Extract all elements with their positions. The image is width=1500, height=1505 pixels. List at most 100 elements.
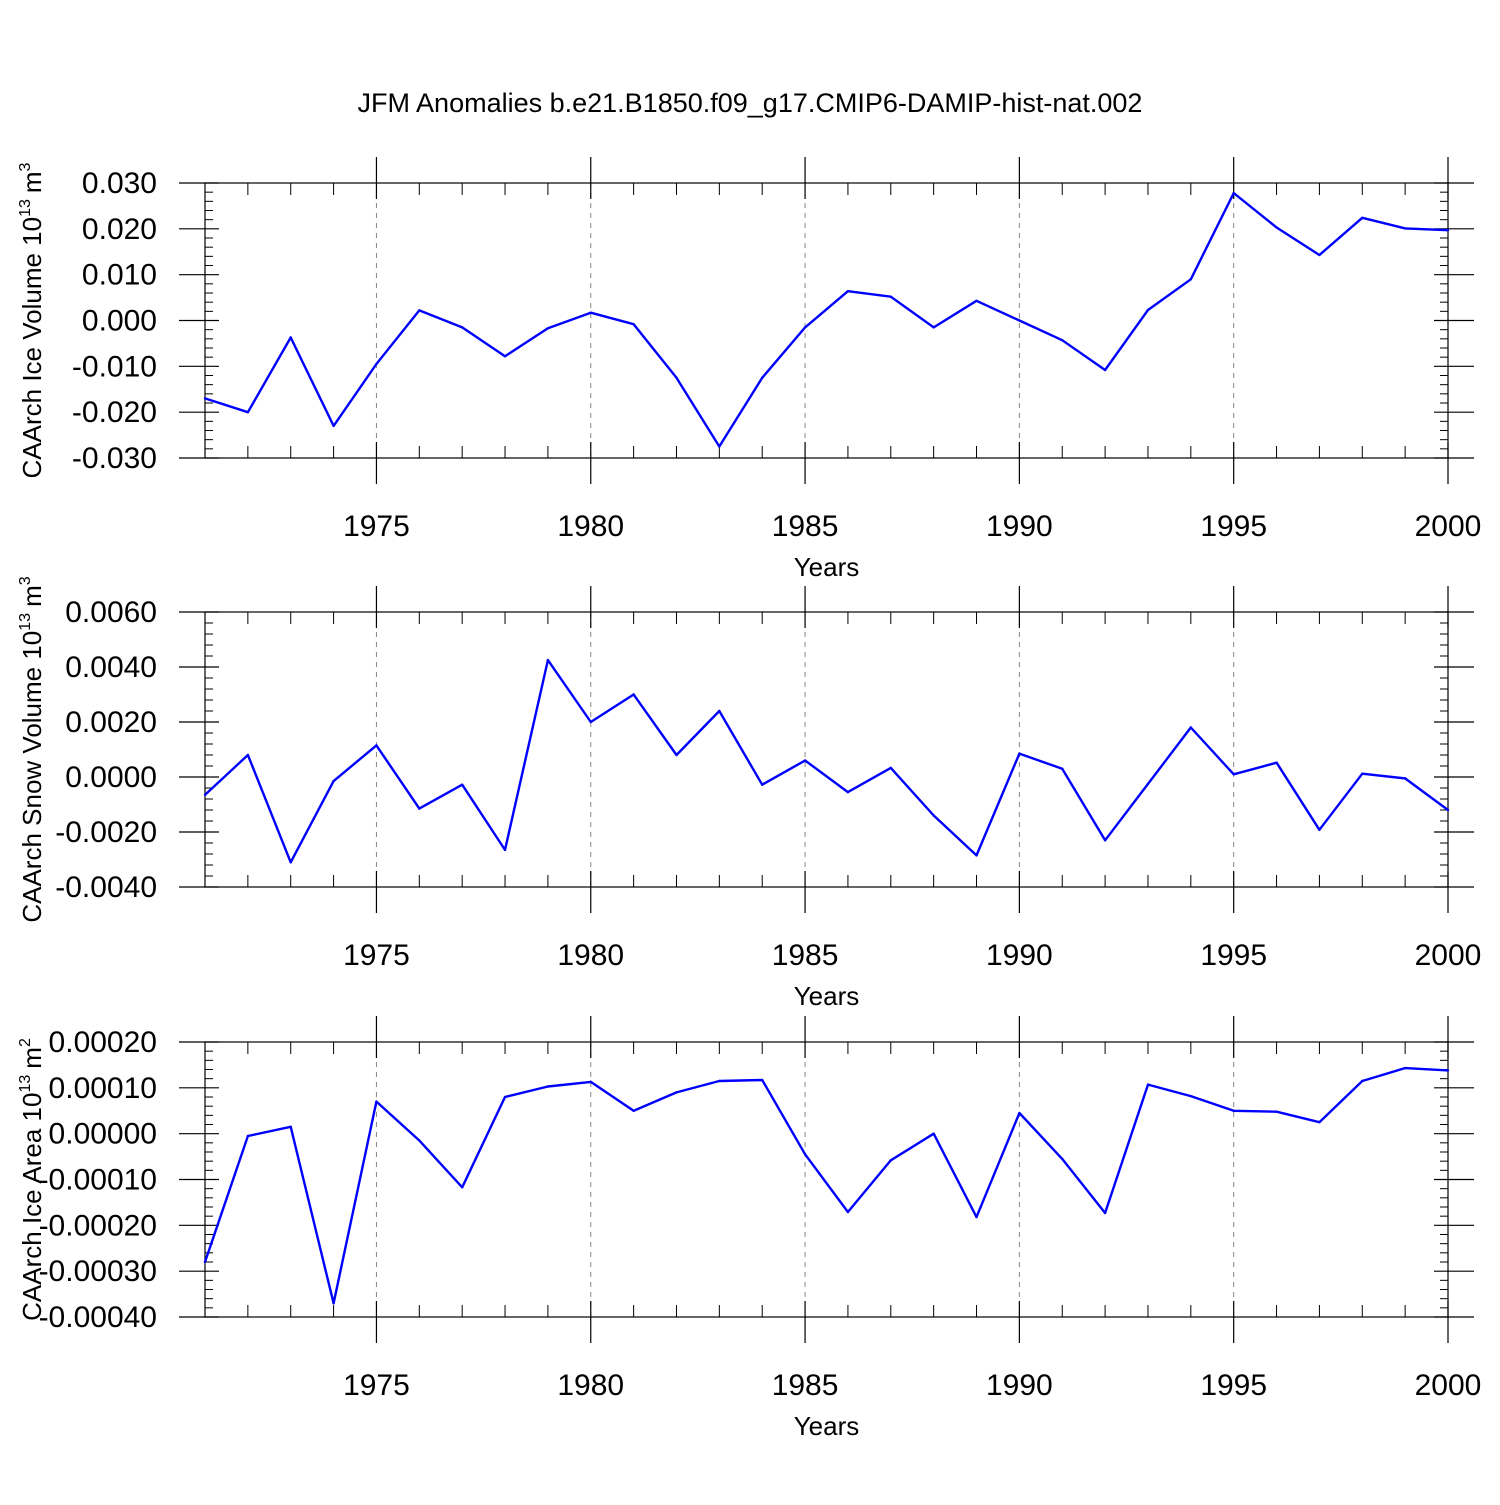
data-point	[460, 783, 464, 786]
data-point	[1403, 1066, 1407, 1070]
data-point	[503, 1095, 507, 1099]
data-point	[203, 793, 207, 797]
x-tick-label: 1990	[986, 1369, 1053, 1402]
y-tick-label: 0.0040	[65, 651, 157, 684]
y-axis-label-unit: m	[17, 171, 47, 193]
data-point	[1189, 278, 1193, 281]
y-axis-label-text: CAArch Ice Area 10	[17, 1093, 47, 1321]
data-point	[460, 326, 464, 329]
data-point	[889, 1159, 892, 1162]
data-point	[1061, 1157, 1064, 1161]
data-point	[1061, 339, 1064, 342]
data-point	[1361, 1079, 1364, 1083]
y-axis-label-unit-exponent: 3	[17, 576, 34, 585]
panel-snow-volume: -0.0040 -0.0020 0.0000 0.0020 0.0040 0.0060 19…	[17, 576, 1481, 1011]
data-point	[418, 807, 421, 810]
y-tick-label: 0.000	[82, 305, 157, 338]
data-point	[975, 299, 978, 302]
data-point	[1361, 772, 1364, 775]
y-axis-label-exponent: 13	[17, 199, 34, 217]
y-axis-label-unit-exponent: 2	[17, 1038, 34, 1047]
data-point	[975, 854, 978, 857]
x-tick-label: 1995	[1200, 939, 1267, 972]
y-tick-label: 0.0060	[65, 596, 157, 629]
y-axis-label-text: CAArch Snow Volume 10	[17, 631, 47, 923]
data-point	[932, 326, 935, 329]
plot-frame	[204, 611, 1449, 888]
data-point	[375, 1100, 378, 1103]
y-tick-label: 0.010	[82, 259, 157, 292]
y-axis-label-exponent: 13	[17, 613, 34, 631]
y-axis-label-exponent: 13	[17, 1075, 34, 1093]
data-point	[632, 693, 635, 696]
data-point	[1232, 773, 1235, 776]
data-point	[932, 814, 935, 817]
series-line	[204, 658, 1449, 864]
y-tick-label: 0.030	[82, 167, 157, 200]
x-tick-label: 1990	[986, 939, 1053, 972]
data-point	[1146, 782, 1150, 786]
data-point	[718, 709, 721, 713]
y-tick-label: 0.0020	[65, 706, 157, 739]
data-point	[1403, 227, 1407, 230]
panel-ice-area: -0.00040 -0.00030 -0.00020 -0.00010 0.00000 0…	[17, 1016, 1481, 1441]
data-point	[246, 1134, 250, 1138]
data-point	[803, 759, 807, 762]
y-tick-label: -0.00040	[39, 1301, 157, 1334]
data-point	[546, 1085, 550, 1088]
data-point	[418, 309, 421, 312]
data-point	[1275, 1110, 1278, 1113]
panel-ice-volume: -0.030 -0.020 -0.010 0.000 0.010 0.020 0.030 19…	[17, 157, 1481, 582]
data-point	[546, 327, 550, 330]
data-point	[1232, 1109, 1235, 1112]
y-axis-label-unit: m	[17, 1047, 47, 1069]
data-point	[761, 1078, 764, 1082]
data-point	[675, 376, 678, 379]
x-tick-label: 1980	[557, 1369, 624, 1402]
y-axis-label-text: CAArch Ice Volume 10	[17, 217, 47, 479]
data-point	[418, 1139, 421, 1142]
data-point	[289, 861, 292, 864]
data-point	[1018, 1111, 1021, 1115]
x-tick-label: 1985	[772, 1369, 839, 1402]
data-point	[332, 424, 335, 428]
data-point	[1403, 777, 1407, 780]
data-point	[546, 658, 550, 662]
data-point	[975, 1215, 978, 1219]
data-point	[1061, 767, 1064, 770]
x-axis-label: Years	[794, 1411, 860, 1441]
data-point	[1103, 1211, 1107, 1215]
data-point	[675, 753, 678, 757]
data-point	[1446, 229, 1450, 232]
figure-title: JFM Anomalies b.e21.B1850.f09_g17.CMIP6-…	[358, 88, 1143, 118]
x-tick-label: 1975	[343, 1369, 410, 1402]
data-point	[675, 1091, 678, 1094]
data-point	[375, 362, 378, 366]
data-point	[803, 1153, 807, 1156]
data-point	[375, 744, 378, 747]
data-point	[761, 376, 764, 379]
y-tick-label: -0.0040	[55, 871, 157, 904]
data-point	[1189, 1094, 1193, 1098]
data-point	[1146, 308, 1150, 312]
data-point	[289, 336, 292, 339]
data-point	[632, 1109, 635, 1112]
x-tick-label: 1985	[772, 939, 839, 972]
data-point	[1446, 808, 1450, 812]
data-point	[1232, 191, 1235, 195]
x-tick-label: 1985	[772, 510, 839, 543]
y-tick-label: -0.020	[72, 396, 157, 429]
series-line	[204, 191, 1449, 448]
data-point	[246, 753, 250, 757]
data-point	[503, 355, 507, 358]
data-point	[932, 1132, 935, 1135]
plot-frame	[204, 1041, 1449, 1318]
data-point	[889, 766, 892, 770]
data-point	[460, 1186, 464, 1189]
data-point	[503, 848, 507, 852]
y-tick-label: 0.0000	[65, 761, 157, 794]
data-point	[203, 397, 207, 400]
y-tick-label: 0.00020	[49, 1026, 157, 1059]
y-tick-label: 0.00010	[49, 1072, 157, 1105]
y-tick-label: 0.020	[82, 213, 157, 246]
